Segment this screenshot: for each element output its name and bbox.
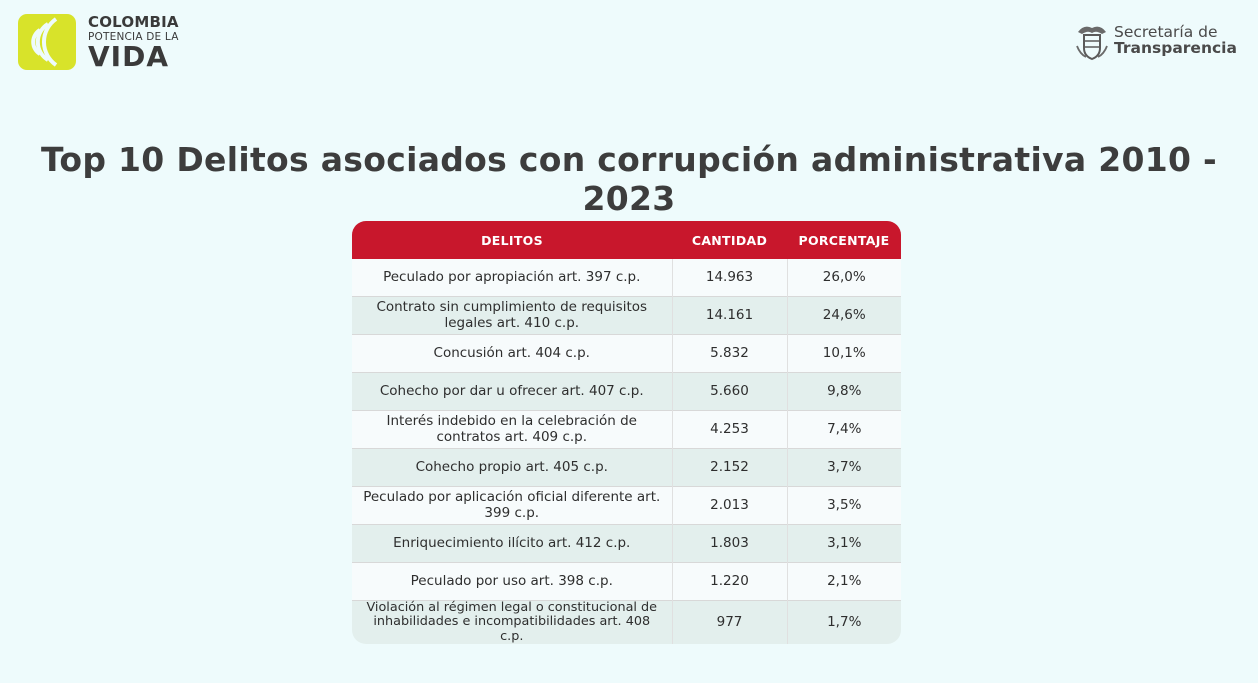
secretaria-transparencia-logo: Secretaría de Transparencia (1074, 22, 1244, 64)
cantidad-cell: 14.161 (671, 296, 787, 335)
secretaria-text: Secretaría de (1114, 23, 1218, 41)
porcentaje-cell: 10,1% (786, 334, 901, 373)
table-row: Enriquecimiento ilícito art. 412 c.p. 1.… (352, 524, 901, 563)
table-row: Cohecho propio art. 405 c.p. 2.152 3,7% (352, 448, 901, 487)
table-row: Cohecho por dar u ofrecer art. 407 c.p. … (352, 372, 901, 411)
cantidad-cell: 5.832 (671, 334, 787, 373)
delitos-table: DELITOS CANTIDAD PORCENTAJE Peculado por… (352, 221, 901, 644)
table-row: Peculado por aplicación oficial diferent… (352, 486, 901, 525)
table-row: Contrato sin cumplimiento de requisitos … (352, 296, 901, 335)
delito-cell: Violación al régimen legal o constitucio… (352, 600, 672, 644)
cantidad-cell: 14.963 (671, 259, 787, 297)
table-row: Interés indebido en la celebración de co… (352, 410, 901, 449)
delito-cell: Cohecho por dar u ofrecer art. 407 c.p. (352, 372, 672, 411)
table-row: Peculado por apropiación art. 397 c.p. 1… (352, 259, 901, 297)
header-delitos: DELITOS (352, 221, 672, 259)
porcentaje-cell: 7,4% (786, 410, 901, 449)
table-row: Peculado por uso art. 398 c.p. 1.220 2,1… (352, 562, 901, 601)
porcentaje-cell: 9,8% (786, 372, 901, 411)
cantidad-cell: 2.013 (671, 486, 787, 525)
table-header-row: DELITOS CANTIDAD PORCENTAJE (352, 221, 901, 259)
cantidad-cell: 977 (671, 600, 787, 644)
porcentaje-cell: 3,7% (786, 448, 901, 487)
logo-text-vida: VIDA (88, 39, 169, 73)
porcentaje-cell: 1,7% (786, 600, 901, 644)
delito-cell: Enriquecimiento ilícito art. 412 c.p. (352, 524, 672, 563)
delito-cell: Cohecho propio art. 405 c.p. (352, 448, 672, 487)
delito-cell: Peculado por aplicación oficial diferent… (352, 486, 672, 525)
delito-cell: Interés indebido en la celebración de co… (352, 410, 672, 449)
table-row: Concusión art. 404 c.p. 5.832 10,1% (352, 334, 901, 373)
header-cantidad: CANTIDAD (672, 221, 787, 259)
header-porcentaje: PORCENTAJE (787, 221, 901, 259)
delito-cell: Contrato sin cumplimiento de requisitos … (352, 296, 672, 335)
porcentaje-cell: 3,5% (786, 486, 901, 525)
porcentaje-cell: 3,1% (786, 524, 901, 563)
table-row: Violación al régimen legal o constitucio… (352, 600, 901, 644)
porcentaje-cell: 2,1% (786, 562, 901, 601)
delito-cell: Peculado por apropiación art. 397 c.p. (352, 259, 672, 297)
logo-text-colombia: COLOMBIA (88, 13, 179, 31)
cantidad-cell: 1.220 (671, 562, 787, 601)
colombia-potencia-de-la-vida-logo: COLOMBIA POTENCIA DE LA VIDA (18, 14, 188, 74)
porcentaje-cell: 24,6% (786, 296, 901, 335)
cantidad-cell: 1.803 (671, 524, 787, 563)
porcentaje-cell: 26,0% (786, 259, 901, 297)
delito-cell: Concusión art. 404 c.p. (352, 334, 672, 373)
colombia-badge-icon (18, 14, 76, 70)
transparencia-text: Transparencia (1114, 39, 1237, 58)
cantidad-cell: 5.660 (671, 372, 787, 411)
page-title: Top 10 Delitos asociados con corrupción … (40, 140, 1218, 218)
cantidad-cell: 4.253 (671, 410, 787, 449)
coat-of-arms-icon (1076, 26, 1108, 61)
logo-text-potencia: POTENCIA DE LA (88, 31, 179, 43)
delito-cell: Peculado por uso art. 398 c.p. (352, 562, 672, 601)
cantidad-cell: 2.152 (671, 448, 787, 487)
